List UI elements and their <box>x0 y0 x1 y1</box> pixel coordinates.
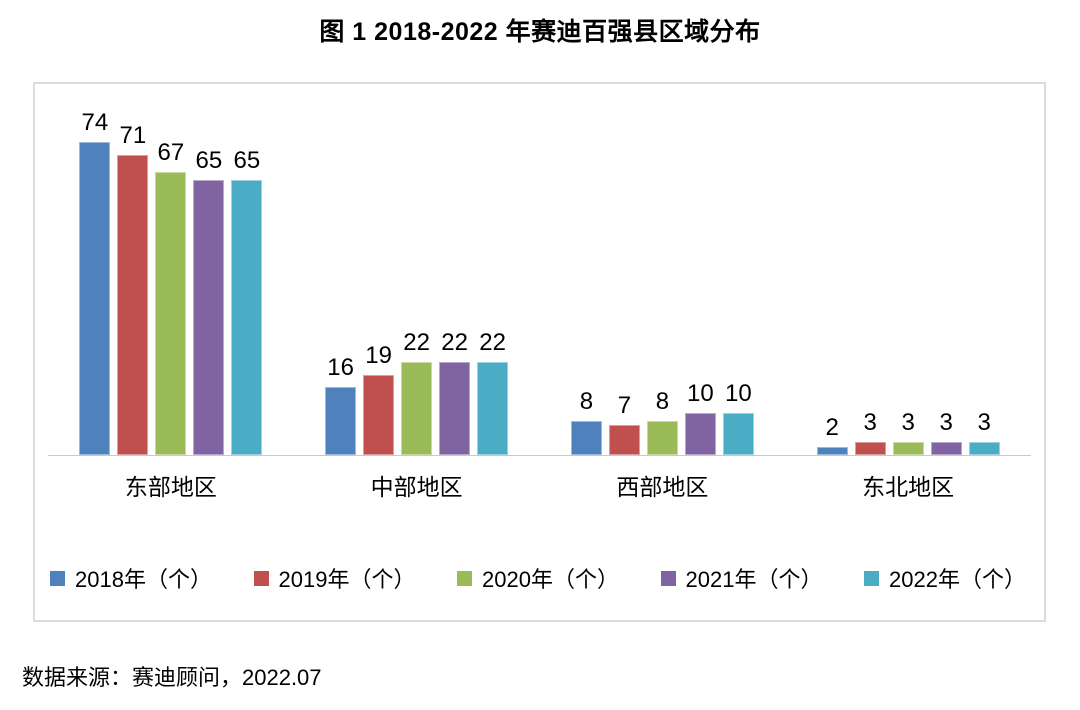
bar-column: 10 <box>722 380 754 455</box>
legend-swatch <box>50 570 65 586</box>
data-label: 10 <box>687 380 714 407</box>
bar-column: 3 <box>854 409 886 455</box>
chart-title: 图 1 2018-2022 年赛迪百强县区域分布 <box>319 18 761 46</box>
bar <box>231 180 263 455</box>
bar-column: 8 <box>570 388 602 455</box>
chart-legend: 2018年（个） 2019年（个） 2020年（个） 2021年（个） 2022年（个） <box>50 562 1026 594</box>
bar <box>477 362 509 455</box>
bar <box>816 447 848 455</box>
bar-column: 19 <box>363 342 395 455</box>
legend-item: 2022年（个） <box>864 562 1026 594</box>
data-label: 22 <box>479 329 506 356</box>
legend-swatch <box>253 570 269 586</box>
bar <box>193 180 225 455</box>
category-label: 西部地区 <box>616 474 709 500</box>
legend-label: 2019年（个） <box>278 567 416 592</box>
bar-group: 74 71 67 65 65 <box>48 111 294 455</box>
data-label: 65 <box>195 147 223 174</box>
bar-group: 16 19 22 22 22 <box>294 331 540 455</box>
data-label: 3 <box>939 409 953 436</box>
bar-column: 3 <box>930 409 962 455</box>
bar-column: 8 <box>646 388 678 455</box>
bar-column: 71 <box>117 122 149 455</box>
bar-column: 65 <box>193 147 225 455</box>
data-label: 10 <box>725 380 752 407</box>
chart-frame: 74 71 67 65 65 16 19 22 22 22 8 7 8 10 10 2 3 3 3 3 东部地区 中部地… <box>33 82 1046 622</box>
legend-label: 2020年（个） <box>482 567 619 592</box>
bar <box>155 172 187 455</box>
bar-column: 22 <box>439 329 471 455</box>
source-note: 数据来源：赛迪顾问，2022.07 <box>22 665 322 690</box>
bar-column: 22 <box>477 329 509 455</box>
legend-swatch <box>864 570 879 586</box>
legend-label: 2022年（个） <box>889 567 1026 592</box>
bar <box>684 413 716 455</box>
legend-item: 2019年（个） <box>253 562 416 594</box>
bar <box>646 421 678 455</box>
data-label: 16 <box>327 354 354 381</box>
data-label: 8 <box>579 388 594 415</box>
bar-column: 3 <box>892 409 924 455</box>
category-axis: 东部地区 中部地区 西部地区 东北地区 <box>48 468 1031 502</box>
data-label: 74 <box>81 109 109 136</box>
bar <box>79 142 111 455</box>
bar-column: 74 <box>79 109 111 455</box>
bar-column: 67 <box>155 139 187 455</box>
data-label: 3 <box>901 409 915 436</box>
bar <box>930 442 962 455</box>
plot-area: 74 71 67 65 65 16 19 22 22 22 8 7 8 10 10 2 3 3 3 3 <box>48 84 1031 456</box>
bar <box>570 421 602 455</box>
category-label: 东部地区 <box>124 474 217 500</box>
data-label: 19 <box>365 342 392 369</box>
bar-group: 8 7 8 10 10 <box>540 382 786 455</box>
legend-item: 2018年（个） <box>50 562 212 594</box>
data-label: 67 <box>157 139 185 166</box>
bar <box>325 387 357 455</box>
data-label: 3 <box>977 409 991 436</box>
data-label: 7 <box>617 392 632 419</box>
data-label: 71 <box>119 122 147 149</box>
bar-column: 2 <box>816 414 848 455</box>
bar <box>892 442 924 455</box>
data-label: 22 <box>403 329 430 356</box>
bar <box>854 442 886 455</box>
bar-column: 10 <box>684 380 716 455</box>
data-label: 8 <box>655 388 670 415</box>
bar-column: 16 <box>325 354 357 455</box>
category-label: 中部地区 <box>370 474 463 500</box>
bar <box>401 362 433 455</box>
data-label: 2 <box>825 414 839 441</box>
category-label: 东北地区 <box>862 474 955 500</box>
bar <box>363 375 395 455</box>
legend-item: 2020年（个） <box>457 562 619 594</box>
bar <box>968 442 1000 455</box>
legend-item: 2021年（个） <box>660 562 823 594</box>
bar <box>722 413 754 455</box>
bar-column: 65 <box>231 147 263 455</box>
legend-label: 2021年（个） <box>685 567 823 592</box>
legend-swatch <box>457 570 472 586</box>
data-label: 22 <box>441 329 468 356</box>
bar-column: 22 <box>401 329 433 455</box>
data-label: 65 <box>233 147 261 174</box>
bar-column: 7 <box>608 392 640 455</box>
legend-label: 2018年（个） <box>75 567 212 592</box>
data-label: 3 <box>863 409 877 436</box>
legend-swatch <box>660 570 676 586</box>
bar <box>439 362 471 455</box>
bar <box>117 155 149 455</box>
bar <box>608 425 640 455</box>
bar-column: 3 <box>968 409 1000 455</box>
